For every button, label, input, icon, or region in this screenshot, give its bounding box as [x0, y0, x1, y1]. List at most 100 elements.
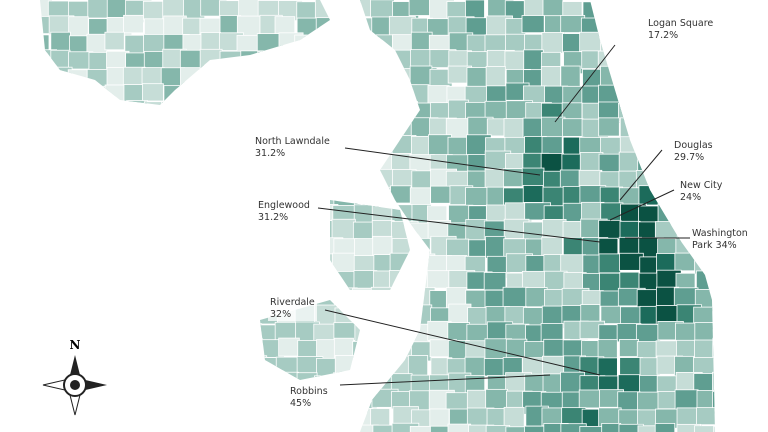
district — [713, 425, 715, 432]
district — [126, 392, 152, 417]
district — [142, 354, 164, 379]
district — [40, 118, 55, 138]
district — [315, 167, 337, 192]
district — [66, 290, 87, 312]
district — [40, 340, 50, 359]
district — [143, 136, 168, 155]
area-value: 31.2% — [258, 212, 289, 223]
district — [179, 338, 205, 361]
district — [104, 31, 125, 51]
district — [87, 357, 116, 375]
district — [69, 407, 90, 427]
district — [677, 50, 700, 74]
district — [334, 153, 356, 175]
district — [296, 407, 323, 426]
district — [467, 154, 488, 173]
district — [295, 271, 323, 291]
district — [218, 170, 243, 190]
district — [372, 424, 394, 432]
district — [104, 134, 129, 153]
district — [125, 289, 151, 310]
annotation: Englewood 31.2% — [256, 200, 312, 224]
district — [40, 184, 53, 206]
district — [40, 238, 50, 260]
area-name: Riverdale — [270, 297, 315, 308]
district — [240, 375, 265, 397]
district — [183, 83, 207, 104]
district — [239, 407, 261, 427]
district — [619, 16, 641, 36]
district — [430, 185, 452, 204]
district — [521, 167, 545, 187]
district — [619, 220, 641, 239]
district — [297, 169, 320, 190]
district — [485, 388, 508, 410]
district — [181, 218, 204, 241]
district — [69, 221, 94, 240]
district — [638, 82, 662, 102]
district — [85, 256, 114, 275]
district — [123, 254, 145, 273]
district — [181, 305, 207, 325]
district — [141, 168, 169, 188]
district — [142, 83, 164, 102]
district — [314, 100, 341, 123]
district — [274, 235, 299, 259]
district — [237, 271, 264, 294]
district — [673, 117, 695, 137]
district — [561, 153, 582, 173]
district — [541, 116, 566, 139]
district — [238, 101, 267, 122]
district — [354, 238, 375, 257]
district — [40, 272, 51, 295]
district — [332, 271, 355, 295]
area-name: North Lawndale — [255, 136, 330, 147]
district — [712, 371, 715, 395]
district — [47, 170, 73, 188]
district — [371, 67, 394, 87]
district — [142, 0, 166, 20]
district — [354, 185, 380, 208]
district — [351, 154, 375, 176]
district — [426, 270, 450, 289]
area-name: Douglas — [674, 140, 713, 151]
district — [180, 289, 207, 312]
district — [429, 425, 453, 432]
district — [125, 135, 147, 155]
district — [601, 422, 622, 432]
district — [714, 254, 715, 278]
district — [85, 204, 110, 226]
district — [124, 425, 150, 432]
district — [334, 287, 358, 311]
district — [297, 235, 321, 259]
district — [220, 85, 242, 106]
district — [84, 322, 111, 341]
district — [524, 425, 549, 432]
district — [221, 101, 247, 123]
district — [313, 65, 335, 87]
district — [353, 85, 374, 108]
district — [40, 220, 52, 245]
district — [257, 390, 282, 412]
district — [713, 287, 715, 307]
district — [68, 152, 91, 175]
district — [66, 118, 87, 141]
district — [124, 219, 152, 240]
district — [48, 288, 73, 309]
district — [716, 357, 739, 377]
district — [692, 205, 715, 229]
district — [180, 117, 201, 137]
district — [144, 186, 166, 210]
district — [162, 186, 190, 210]
district — [657, 168, 679, 188]
district — [579, 426, 603, 432]
district — [388, 290, 409, 310]
district — [296, 84, 322, 107]
district — [371, 168, 395, 189]
district — [523, 221, 544, 242]
annotation: Douglas 29.7% — [672, 140, 715, 164]
district — [219, 136, 246, 155]
district — [105, 371, 130, 393]
district — [523, 49, 544, 72]
